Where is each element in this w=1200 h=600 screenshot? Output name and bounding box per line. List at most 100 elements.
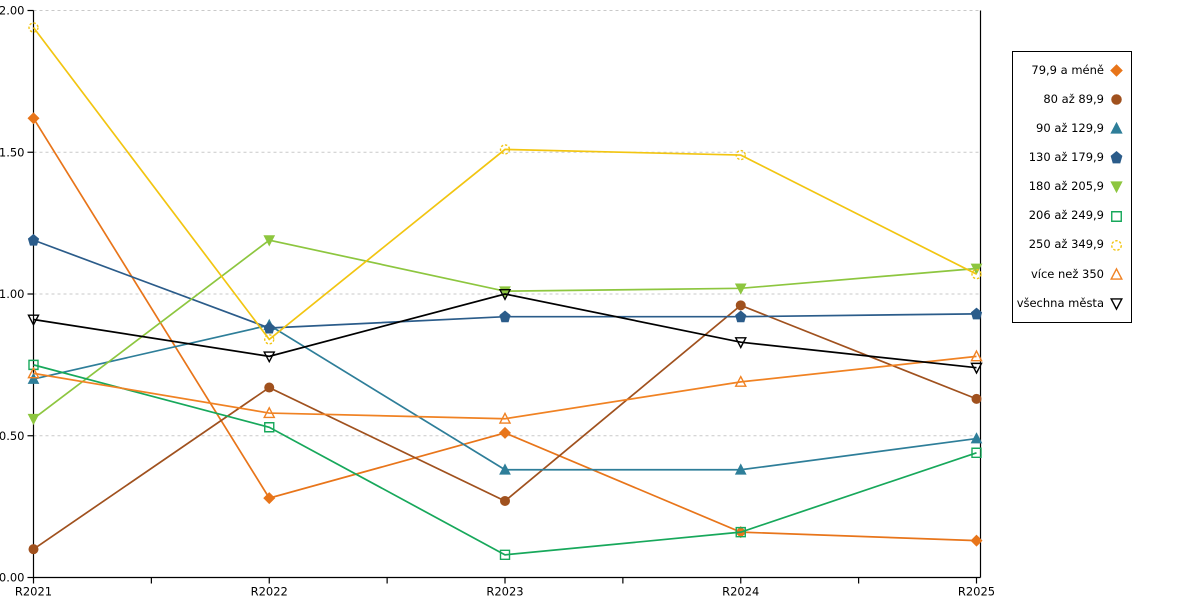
circle-marker-icon (1111, 239, 1122, 251)
circle-marker-icon (1111, 239, 1122, 251)
circle-marker-icon (971, 393, 982, 404)
legend-item-80-a-89-9: 80 až 89,9 (1013, 92, 1131, 107)
legend-label: 80 až 89,9 (1043, 91, 1104, 106)
series-130-a-179-9 (27, 233, 983, 334)
triangle-up-marker-icon (734, 463, 747, 475)
triangle-up-marker-icon (734, 375, 747, 387)
series-250-a-349-9 (28, 22, 982, 345)
y-axis-tick-label: 1.00 (0, 287, 25, 301)
y-axis-tick-label: 1.50 (0, 145, 25, 159)
legend-item-79-9-a-m-n-: 79,9 a méně (1013, 63, 1131, 78)
triangle-up-marker-icon (27, 372, 40, 384)
triangle-up-marker-icon (1110, 122, 1123, 134)
legend-item-206-a-249-9: 206 až 249,9 (1013, 209, 1131, 224)
triangle-down-marker-icon (970, 362, 983, 375)
y-axis-tick-label: 0.50 (0, 429, 25, 443)
triangle-up-marker-icon (970, 349, 983, 362)
square-marker-icon (971, 447, 982, 458)
triangle-down-marker-icon (1110, 298, 1123, 311)
diamond-marker-icon (1110, 64, 1123, 77)
legend-label: 206 až 249,9 (1028, 208, 1104, 223)
y-axis-tick-label: 2.00 (0, 4, 25, 18)
triangle-up-marker-icon (263, 406, 276, 419)
diamond-marker-icon (970, 534, 983, 547)
circle-marker-icon (264, 334, 275, 345)
legend-label: 90 až 129,9 (1036, 121, 1104, 136)
pentagon-marker-icon (499, 310, 511, 323)
legend-item-180-a-205-9: 180 až 205,9 (1013, 179, 1131, 194)
triangle-down-marker-icon (498, 288, 512, 301)
triangle-down-marker-icon (734, 337, 747, 350)
diamond-marker-icon (1110, 64, 1123, 77)
series-206-a-249-9 (28, 359, 982, 561)
series-line (33, 364, 977, 556)
triangle-up-marker-icon (1110, 122, 1123, 134)
series-v-echna-m-sta (27, 288, 983, 375)
series-line (32, 26, 977, 341)
triangle-down-marker-icon (1110, 181, 1123, 194)
triangle-up-marker-icon (970, 432, 983, 444)
pentagon-marker-icon (735, 310, 747, 323)
pentagon-marker-icon (27, 233, 40, 246)
series-line (32, 117, 977, 542)
circle-marker-icon (499, 495, 511, 506)
legend-label: více než 350 (1030, 266, 1104, 281)
legend-label: 130 až 179,9 (1028, 150, 1104, 165)
triangle-up-marker-icon (1110, 267, 1123, 280)
pentagon-marker-icon (1110, 151, 1123, 164)
diamond-marker-icon (498, 426, 512, 439)
legend-item-v-echna-m-sta: všechna města (1013, 296, 1131, 311)
legend-label: 79,9 a méně (1031, 62, 1104, 77)
series-line (33, 293, 977, 369)
circle-marker-icon (971, 268, 982, 280)
triangle-up-marker-icon (1110, 267, 1123, 280)
x-axis-tick-label: R2023 (486, 585, 523, 599)
legend-item-250-a-349-9: 250 až 349,9 (1013, 238, 1131, 253)
legend-label: všechna města (1016, 295, 1104, 310)
triangle-up-marker-icon (27, 366, 40, 379)
triangle-down-marker-icon (970, 263, 983, 275)
triangle-down-marker-icon (1110, 181, 1123, 194)
circle-marker-icon (264, 382, 275, 393)
circle-marker-icon (735, 300, 746, 311)
circle-marker-icon (28, 22, 39, 33)
x-axis-tick-label: R2021 (15, 585, 52, 599)
circle-marker-icon (1111, 94, 1122, 105)
x-axis-tick-label: R2022 (251, 585, 288, 599)
circle-marker-icon (1111, 94, 1122, 105)
legend-label: 250 až 349,9 (1028, 237, 1104, 252)
square-marker-icon (1111, 210, 1122, 222)
legend: 79,9 a méně 80 až 89,9 90 až 129,9 130 až 1… (1012, 51, 1132, 323)
x-axis-tick-label: R2025 (958, 585, 995, 599)
series-line (33, 355, 977, 420)
square-marker-icon (735, 526, 746, 538)
triangle-up-marker-icon (498, 411, 512, 424)
series-v-ce-ne-350 (27, 349, 983, 424)
legend-item-130-a-179-9: 130 až 179,9 (1013, 150, 1131, 165)
square-marker-icon (499, 549, 511, 561)
triangle-down-marker-icon (27, 413, 40, 426)
circle-marker-icon (735, 149, 746, 161)
legend-item-v-ce-ne-350: více než 350 (1013, 267, 1131, 282)
diamond-marker-icon (27, 112, 40, 125)
square-marker-icon (1111, 210, 1122, 222)
square-marker-icon (264, 422, 275, 433)
series-79-9-a-m-n- (27, 112, 983, 547)
circle-marker-icon (28, 544, 39, 555)
pentagon-marker-icon (970, 307, 983, 320)
pentagon-marker-icon (1110, 151, 1123, 164)
triangle-down-marker-icon (263, 351, 276, 364)
x-axis-tick-label: R2024 (722, 585, 759, 599)
pentagon-marker-icon (263, 321, 275, 334)
legend-label: 180 až 205,9 (1028, 179, 1104, 194)
triangle-down-marker-icon (1110, 298, 1123, 311)
series-line (32, 239, 977, 420)
legend-item-90-a-129-9: 90 až 129,9 (1013, 121, 1131, 136)
triangle-down-marker-icon (263, 235, 276, 247)
triangle-down-marker-icon (734, 283, 747, 295)
square-marker-icon (28, 359, 39, 371)
circle-marker-icon (499, 144, 511, 155)
series-80-a-89-9 (28, 300, 982, 555)
